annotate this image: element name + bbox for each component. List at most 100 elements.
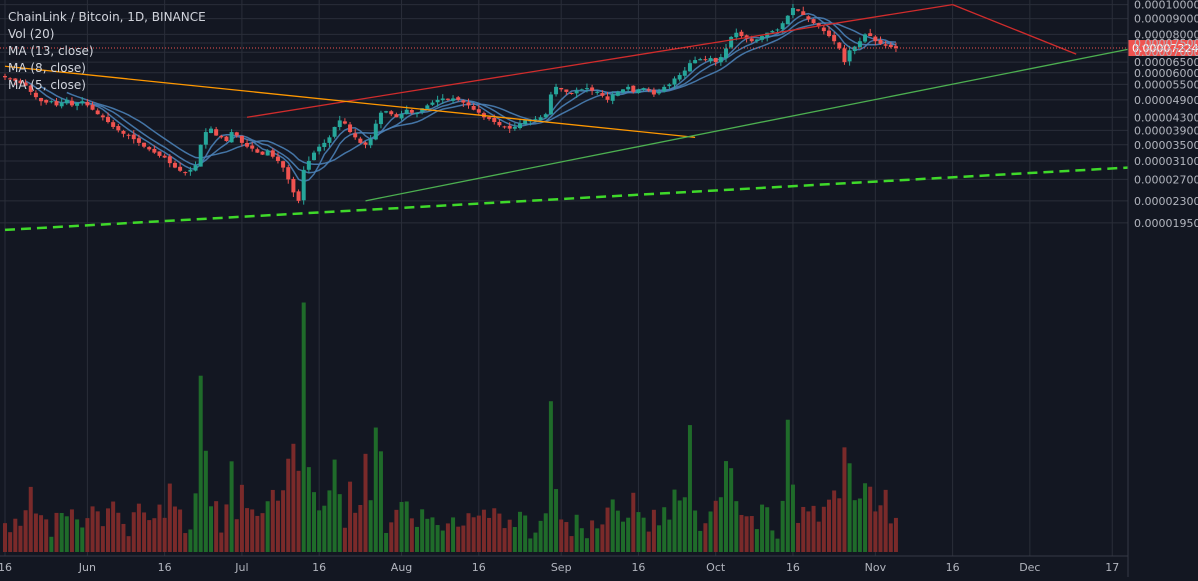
volume-bar	[28, 486, 33, 552]
candle-body	[487, 117, 492, 119]
volume-bar	[95, 511, 100, 552]
candle-body	[162, 155, 167, 158]
x-tick-label: 16	[312, 561, 326, 574]
volume-bar	[682, 497, 687, 552]
volume-bar	[888, 523, 893, 552]
candle-body	[301, 169, 306, 201]
candle-body	[275, 156, 280, 161]
volume-bar	[687, 425, 692, 552]
candle-body	[703, 59, 708, 61]
candle-body	[770, 31, 775, 33]
candle-body	[631, 85, 636, 92]
candle-body	[842, 48, 847, 63]
candle-body	[445, 98, 450, 100]
current-price-label: 0.00007224	[1132, 42, 1198, 55]
candle-body	[471, 106, 476, 110]
candle-body	[126, 134, 131, 136]
candle-body	[492, 117, 497, 123]
candle-body	[698, 59, 703, 61]
volume-bar	[162, 517, 167, 552]
candle-body	[502, 126, 507, 128]
candle-body	[523, 120, 528, 125]
candle-body	[657, 91, 662, 94]
candle-body	[636, 89, 641, 94]
legend-ma5[interactable]: MA (5, close)	[8, 78, 86, 92]
volume-bar	[69, 509, 74, 552]
volume-bar	[342, 527, 347, 552]
candle-body	[255, 149, 260, 153]
current-price-tag	[1128, 40, 1198, 57]
candle-body	[18, 80, 23, 84]
candle-body	[116, 126, 121, 131]
candle-body	[394, 114, 399, 118]
volume-bar	[157, 504, 162, 552]
volume-bar	[275, 500, 280, 552]
y-tick-label: 0.00009000	[1134, 13, 1198, 26]
candle-body	[837, 42, 842, 49]
candle-body	[183, 172, 188, 174]
volume-bar	[734, 501, 739, 552]
candle-body	[569, 92, 574, 94]
volume-bar	[384, 532, 389, 552]
volume-bar	[337, 494, 342, 552]
candle-body	[554, 86, 559, 95]
candle-body	[157, 151, 162, 156]
volume-bar	[559, 519, 564, 552]
candle-body	[152, 148, 157, 153]
volume-bar	[121, 523, 126, 552]
candle-body	[95, 110, 100, 115]
legend-ma13[interactable]: MA (13, close)	[8, 44, 94, 58]
volume-bar	[816, 521, 821, 552]
candle-body	[708, 58, 713, 62]
volume-bar	[641, 517, 646, 552]
volume-bar	[435, 525, 440, 552]
volume-bar	[425, 518, 430, 552]
candle-body	[461, 100, 466, 103]
candle-body	[893, 46, 898, 49]
volume-bar	[265, 501, 270, 552]
volume-bar	[528, 538, 533, 552]
candle-body	[857, 41, 862, 48]
current-price-line: 0.00007224	[0, 40, 1198, 57]
volume-bar	[775, 538, 780, 552]
volume-bar	[224, 504, 229, 552]
volume-bar	[878, 505, 883, 552]
candle-body	[420, 108, 425, 112]
candle-body	[610, 94, 615, 101]
chart-legend: ChainLink / Bitcoin, 1D, BINANCE Vol (20…	[8, 9, 206, 94]
legend-title[interactable]: ChainLink / Bitcoin, 1D, BINANCE	[8, 10, 206, 24]
volume-bar	[785, 419, 790, 552]
volume-bar	[765, 507, 770, 552]
volume-bar	[621, 521, 625, 552]
candle-body	[142, 142, 147, 147]
volume-bar	[677, 500, 682, 552]
candle-body	[600, 93, 605, 96]
candle-body	[512, 126, 517, 129]
volume-bar	[147, 520, 152, 552]
volume-bar	[724, 461, 728, 552]
volume-bar	[615, 510, 620, 552]
candle-body	[13, 78, 18, 81]
candle-body	[827, 30, 831, 37]
candle-body	[348, 124, 353, 133]
y-tick-label: 0.00003100	[1134, 155, 1198, 168]
candle-body	[646, 89, 651, 91]
candle-body	[821, 27, 826, 32]
candle-body	[147, 147, 152, 150]
candle-body	[358, 138, 363, 143]
candle-body	[415, 112, 419, 114]
candle-body	[775, 29, 780, 31]
trendlines	[4, 3, 1128, 232]
candle-body	[574, 90, 579, 94]
volume-bar	[631, 492, 636, 552]
candle-body	[785, 15, 790, 25]
candle-body	[33, 92, 38, 98]
candle-body	[559, 87, 564, 90]
legend-ma8[interactable]: MA (8, close)	[8, 61, 86, 75]
trendline-orange	[4, 65, 696, 138]
candle-body	[466, 102, 471, 106]
candle-body	[533, 118, 538, 120]
legend-volume[interactable]: Vol (20)	[8, 27, 55, 41]
